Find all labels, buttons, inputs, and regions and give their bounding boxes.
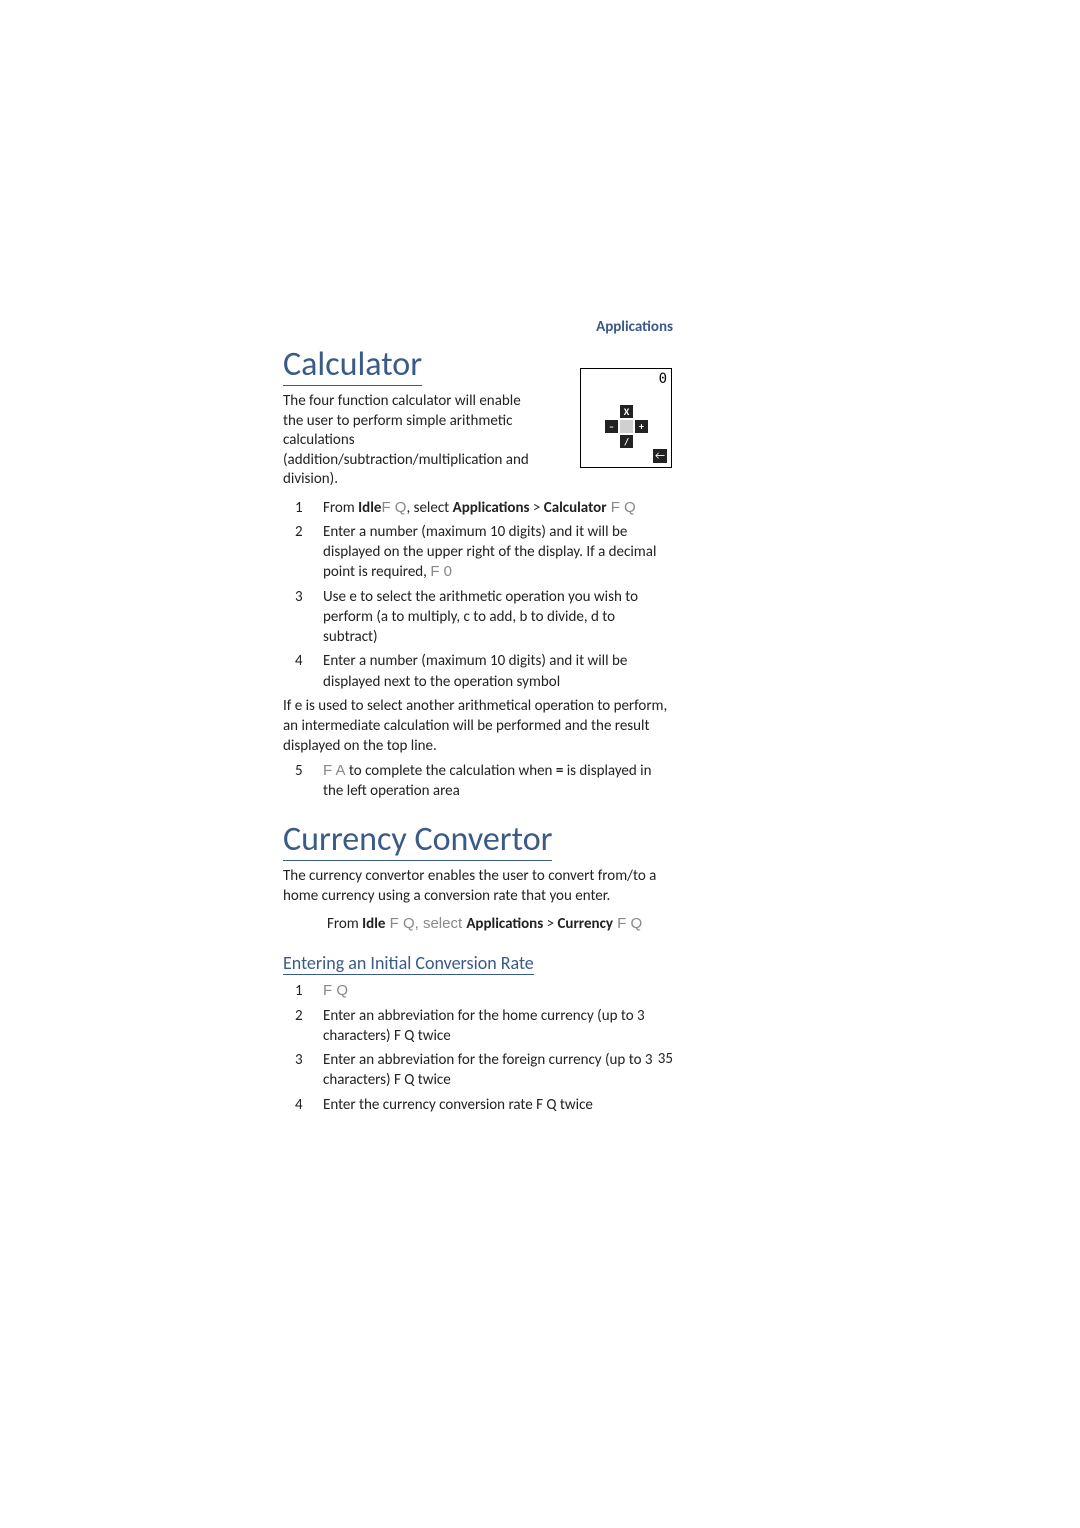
currency-steps: 1 F Q 2 Enter an abbreviation for the ho… [283, 981, 673, 1115]
op-center-icon [620, 420, 633, 433]
list-item: 2 Enter a number (maximum 10 digits) and… [283, 522, 673, 583]
list-item: 4 Enter the currency conversion rate F Q… [283, 1095, 673, 1115]
list-item: 1 From IdleF Q, select Applications > Ca… [283, 498, 673, 518]
step-text: Enter a number (maximum 10 digits) and i… [323, 522, 673, 583]
step-text: F A to complete the calculation when = i… [323, 761, 673, 802]
calculator-steps: 1 From IdleF Q, select Applications > Ca… [283, 498, 673, 692]
calculator-step5: 5 F A to complete the calculation when =… [283, 761, 673, 802]
op-minus-icon: – [605, 420, 618, 433]
currency-title: Currency Convertor [283, 819, 552, 861]
calc-display: 0 [581, 369, 671, 403]
step-number: 4 [283, 651, 323, 692]
section-header: Applications [283, 318, 673, 336]
calculator-intro: The four function calculator will enable… [283, 392, 543, 490]
step-text: Enter the currency conversion rate F Q t… [323, 1095, 673, 1115]
op-divide-icon: / [620, 435, 633, 448]
currency-subtitle: Entering an Initial Conversion Rate [283, 952, 534, 975]
calculator-screenshot: 0 X + / – ← [580, 368, 672, 468]
step-number: 5 [283, 761, 323, 802]
section-label: Applications [596, 318, 673, 336]
calc-op-pad: X + / – [581, 405, 671, 455]
calculator-title: Calculator [283, 344, 422, 386]
step-number: 4 [283, 1095, 323, 1115]
list-item: 4 Enter a number (maximum 10 digits) and… [283, 651, 673, 692]
calculator-mid-note: If e is used to select another arithmeti… [283, 696, 673, 757]
list-item: 1 F Q [283, 981, 673, 1001]
step-text: Enter an abbreviation for the home curre… [323, 1006, 673, 1047]
step-text: Use e to select the arithmetic operation… [323, 587, 673, 648]
op-multiply-icon: X [620, 405, 633, 418]
op-plus-icon: + [635, 420, 648, 433]
step-text: F Q [323, 981, 673, 1001]
page-number: 35 [283, 1050, 673, 1068]
list-item: 2 Enter an abbreviation for the home cur… [283, 1006, 673, 1047]
step-number: 2 [283, 1006, 323, 1047]
list-item: 5 F A to complete the calculation when =… [283, 761, 673, 802]
list-item: 3 Use e to select the arithmetic operati… [283, 587, 673, 648]
step-number: 1 [283, 981, 323, 1001]
step-text: From IdleF Q, select Applications > Calc… [323, 498, 673, 518]
arrow-left-icon: ← [653, 449, 667, 463]
step-number: 1 [283, 498, 323, 518]
currency-intro: The currency convertor enables the user … [283, 867, 673, 906]
step-number: 3 [283, 587, 323, 648]
currency-path: From Idle F Q, select Applications > Cur… [327, 914, 717, 934]
step-text: Enter a number (maximum 10 digits) and i… [323, 651, 673, 692]
step-number: 2 [283, 522, 323, 583]
